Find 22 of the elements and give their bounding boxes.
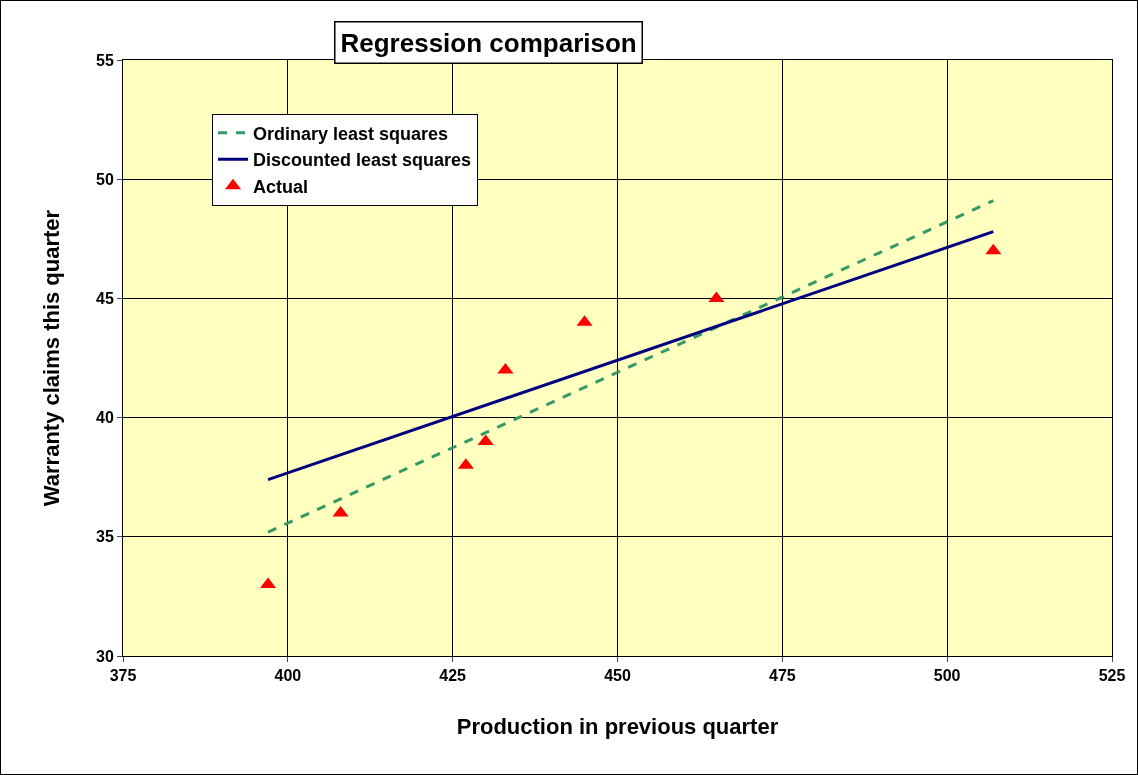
chart-title: Regression comparison (340, 27, 637, 58)
y-axis-title: Warranty claims this quarter (38, 209, 64, 507)
y-tick-label: 50 (96, 170, 114, 188)
legend-label: Ordinary least squares (253, 123, 449, 144)
x-tick-label: 425 (439, 667, 467, 685)
point (497, 362, 514, 374)
y-tick-label: 40 (96, 409, 114, 427)
y-tick-label: 45 (96, 290, 114, 307)
legend-label: Discounted least squares (253, 150, 472, 171)
y-tick-label: 55 (96, 51, 114, 69)
y-tick-label: 30 (96, 647, 114, 665)
x-tick-label: 525 (1098, 667, 1126, 685)
legend-label: Actual (253, 176, 309, 197)
point (332, 505, 349, 517)
x-tick-label: 475 (768, 667, 796, 685)
x-tick-label: 400 (274, 667, 302, 685)
x-axis-title: Production in previous quarter (456, 714, 779, 740)
x-tick-label: 450 (604, 667, 631, 685)
x-tick-label: 500 (933, 667, 961, 685)
point (985, 243, 1002, 255)
y-tick-label: 35 (96, 528, 114, 546)
x-tick-label: 375 (109, 667, 137, 685)
